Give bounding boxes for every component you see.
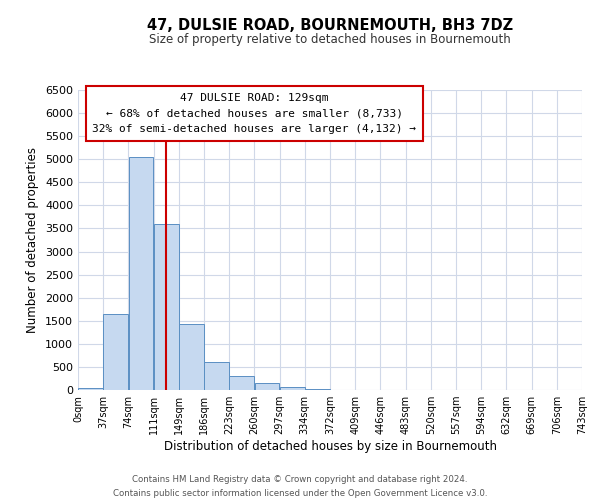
Text: Contains HM Land Registry data © Crown copyright and database right 2024.
Contai: Contains HM Land Registry data © Crown c… [113, 476, 487, 498]
Bar [229, 376, 254, 390]
Text: Size of property relative to detached houses in Bournemouth: Size of property relative to detached ho… [149, 32, 511, 46]
X-axis label: Distribution of detached houses by size in Bournemouth: Distribution of detached houses by size … [163, 440, 497, 453]
Bar [204, 362, 229, 390]
Bar [128, 157, 154, 390]
Bar [280, 387, 305, 390]
Bar [103, 314, 128, 390]
Text: 47, DULSIE ROAD, BOURNEMOUTH, BH3 7DZ: 47, DULSIE ROAD, BOURNEMOUTH, BH3 7DZ [147, 18, 513, 32]
Bar [179, 324, 204, 390]
Bar [154, 224, 179, 390]
Bar [305, 389, 330, 390]
Bar [254, 384, 280, 390]
Bar [78, 388, 103, 390]
Text: 47 DULSIE ROAD: 129sqm
← 68% of detached houses are smaller (8,733)
32% of semi-: 47 DULSIE ROAD: 129sqm ← 68% of detached… [92, 93, 416, 134]
Y-axis label: Number of detached properties: Number of detached properties [26, 147, 40, 333]
